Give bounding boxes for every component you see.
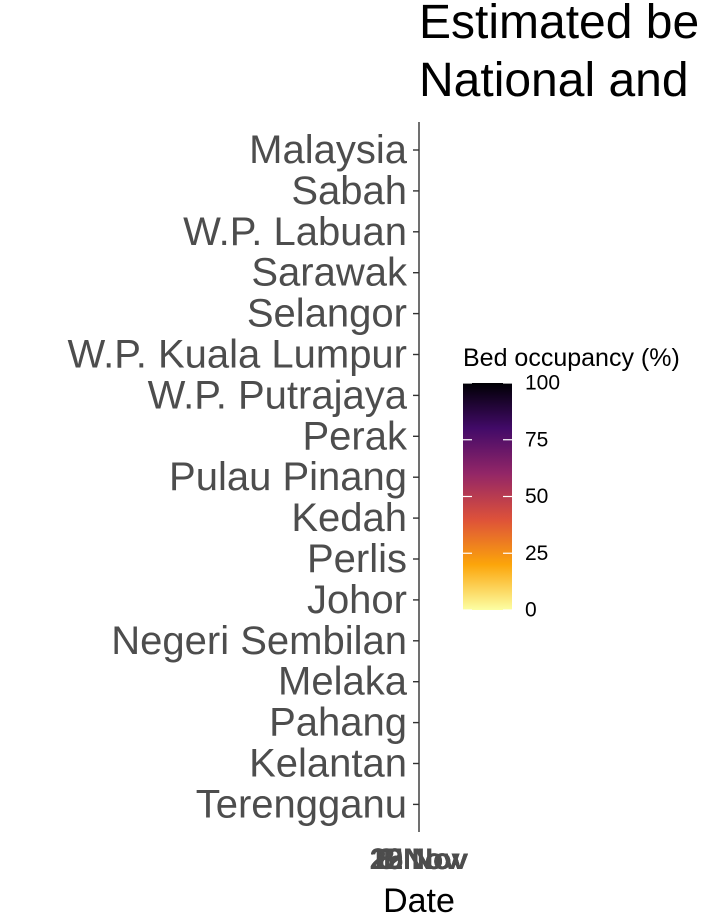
legend-tick-label: 100 <box>525 372 560 395</box>
y-tick-label: Terengganu <box>196 782 407 826</box>
y-tick-label: Kedah <box>291 496 407 540</box>
y-tick-label: Sabah <box>291 169 407 213</box>
y-tick-label: Kelantan <box>249 742 407 786</box>
y-tick-label: Perak <box>303 414 408 458</box>
y-tick-label: Malaysia <box>249 128 408 172</box>
chart-title-line-1: Estimated be <box>419 0 699 49</box>
legend-tick-label: 25 <box>525 542 548 565</box>
x-tick-label: 1 Nov <box>378 843 460 876</box>
x-tick-label: 22 Nov <box>370 843 469 876</box>
legend-tick-label: 50 <box>525 485 548 508</box>
legend-tick-label: 75 <box>525 428 548 451</box>
y-tick-label: Pahang <box>269 701 407 745</box>
y-tick-label: Perlis <box>307 537 407 581</box>
y-tick-label: W.P. Putrajaya <box>148 373 408 417</box>
y-tick-label: Selangor <box>247 292 407 336</box>
y-tick-label: Sarawak <box>251 251 408 295</box>
y-tick-label: Negeri Sembilan <box>111 619 407 663</box>
color-legend: Bed occupancy (%) 0 25 50 75 100 <box>463 344 680 622</box>
x-axis-title: Date <box>383 882 455 920</box>
y-tick-label: W.P. Labuan <box>183 210 407 254</box>
y-tick-label: Johor <box>307 578 407 622</box>
y-tick-label: W.P. Kuala Lumpur <box>68 333 407 377</box>
legend-tick-label: 0 <box>525 599 537 622</box>
x-tick-label: 8 Nov <box>378 843 460 876</box>
legend-title: Bed occupancy (%) <box>463 344 680 372</box>
x-tick-label: 15 Nov <box>370 843 469 876</box>
y-tick-label: Pulau Pinang <box>169 455 407 499</box>
chart-title-line-2: National and <box>419 54 689 107</box>
y-tick-label: Melaka <box>278 660 408 704</box>
x-tick-label: 29 Nov <box>370 843 469 876</box>
